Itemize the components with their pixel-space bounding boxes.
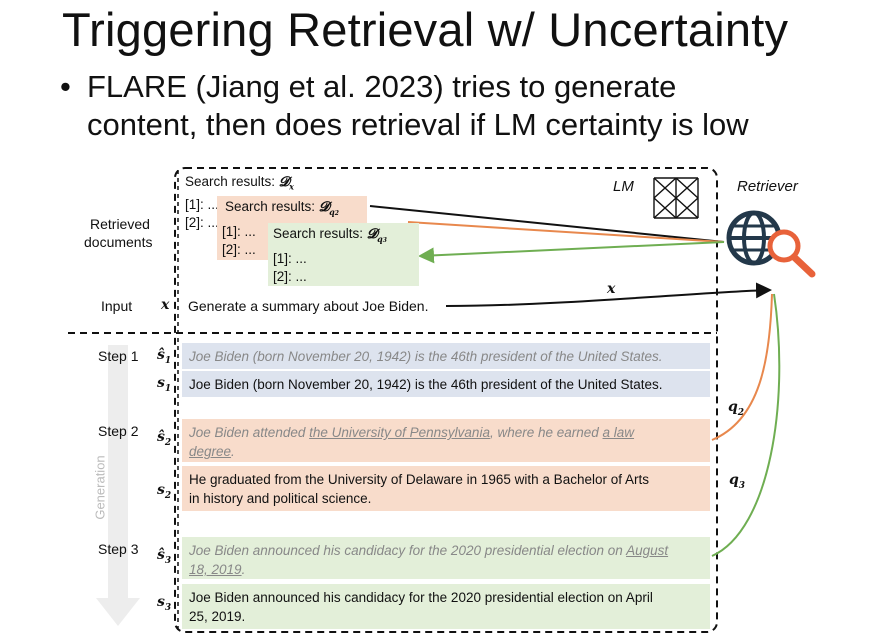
s3-symbol: s3	[157, 594, 172, 613]
s2-box: He graduated from the University of Dela…	[182, 466, 710, 511]
dx-item-1: [1]: ...	[185, 196, 219, 212]
lm-label: LM	[613, 178, 634, 195]
s3-hat-box: Joe Biden announced his candidacy for th…	[182, 537, 710, 579]
retrieved-documents-label-2: documents	[84, 234, 153, 250]
step2-label: Step 2	[98, 423, 139, 439]
step3-label: Step 3	[98, 541, 139, 557]
step1-label: Step 1	[98, 348, 139, 364]
s2-hat-symbol: ŝ2	[157, 429, 172, 448]
q2-arrow	[711, 293, 773, 441]
bullet-line-1: FLARE (Jiang et al. 2023) tries to gener…	[87, 69, 677, 104]
lm-network-icon	[653, 177, 699, 219]
dx-line	[369, 205, 725, 243]
x-symbol: x	[161, 297, 170, 313]
lm-box	[174, 167, 718, 633]
s2-hat-box: Joe Biden attended the University of Pen…	[182, 419, 710, 462]
magnifier-icon	[767, 229, 816, 278]
search-header: Search results:	[185, 174, 276, 189]
s1-hat-box: Joe Biden (born November 20, 1942) is th…	[182, 343, 710, 369]
input-label: Input	[101, 298, 133, 314]
dx-symbol: 𝓓x	[278, 174, 294, 192]
q2-label: q2	[728, 399, 745, 418]
q3-arrow	[711, 293, 781, 557]
dq3-item-2: [2]: ...	[273, 268, 307, 284]
dq3-item-1: [1]: ...	[273, 250, 307, 266]
input-text: Generate a summary about Joe Biden.	[188, 298, 429, 314]
s1-box: Joe Biden (born November 20, 1942) is th…	[182, 371, 710, 397]
x-arrow	[445, 282, 772, 307]
dq3-line	[418, 241, 725, 264]
s3-hat-symbol: ŝ3	[157, 547, 172, 566]
bullet-marker: •	[60, 69, 71, 104]
generation-arrow	[96, 345, 140, 626]
search-results-dx: Search results: 𝓓x [1]: ... [2]: ...	[180, 171, 299, 234]
bullet-line-2: content, then does retrieval if LM certa…	[87, 107, 749, 142]
s2-symbol: s2	[157, 482, 172, 501]
dq2-line	[407, 221, 725, 243]
retriever-label: Retriever	[737, 178, 798, 195]
retrieved-documents-label-1: Retrieved	[90, 216, 150, 232]
slide-title: Triggering Retrieval w/ Uncertainty	[62, 3, 789, 56]
search-results-dq3: Search results: 𝓓q3 [1]: ... [2]: ...	[268, 223, 419, 286]
x-arrow-label: x	[607, 281, 616, 297]
q3-label: q3	[729, 472, 746, 491]
dx-item-2: [2]: ...	[185, 214, 219, 230]
dq2-item-2: [2]: ...	[222, 241, 256, 257]
s3-box: Joe Biden announced his candidacy for th…	[182, 584, 710, 629]
dq2-item-1: [1]: ...	[222, 223, 256, 239]
generation-label: Generation	[92, 455, 108, 520]
s1-symbol: s1	[157, 375, 172, 394]
s1-hat-symbol: ŝ1	[157, 347, 172, 366]
